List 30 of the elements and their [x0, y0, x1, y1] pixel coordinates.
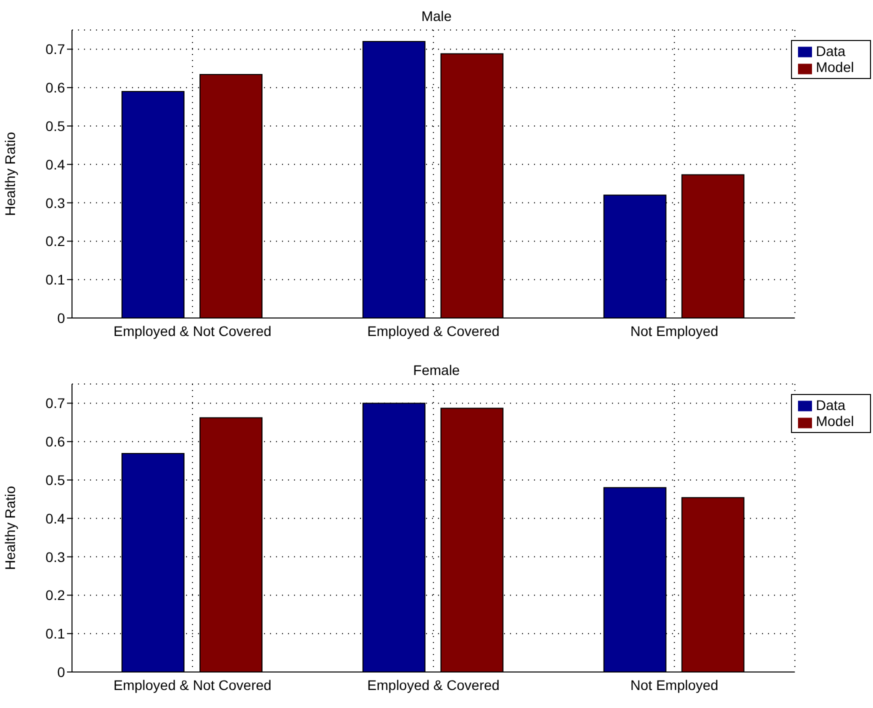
legend-label: Data: [816, 43, 846, 59]
y-axis-title: Healthy Ratio: [2, 132, 18, 216]
x-tick-label: Employed & Not Covered: [113, 322, 272, 339]
legend-label: Model: [816, 413, 854, 430]
x-tick-label: Employed & Covered: [367, 322, 500, 339]
y-tick-label: 0.1: [46, 272, 66, 288]
chart-title: Female: [412, 362, 461, 378]
y-tick-label: 0.5: [46, 472, 66, 488]
x-tick-label: Not Employed: [630, 322, 718, 339]
y-tick-label: 0.5: [46, 118, 66, 134]
y-tick-label: 0: [57, 664, 66, 680]
x-tick-label: Not Employed: [630, 676, 718, 693]
y-tick-label: 0.4: [46, 156, 66, 172]
x-tick-label: Employed & Covered: [367, 676, 500, 693]
y-tick-label: 0.7: [46, 395, 66, 412]
legend-label: Data: [816, 397, 846, 413]
x-tick-label: Employed & Not Covered: [113, 676, 272, 693]
y-tick-label: 0.6: [46, 434, 66, 450]
y-tick-label: 0.3: [46, 548, 66, 565]
y-tick-label: 0.2: [46, 233, 66, 250]
y-tick-label: 0.7: [46, 41, 66, 58]
y-tick-label: 0.4: [46, 510, 66, 526]
chart-title: Male: [420, 8, 453, 24]
y-tick-label: 0.1: [46, 626, 66, 642]
legend-label: Model: [816, 59, 854, 76]
y-tick-label: 0.6: [46, 80, 66, 96]
y-axis-title: Healthy Ratio: [2, 486, 18, 570]
y-tick-label: 0: [57, 310, 66, 326]
y-tick-label: 0.3: [46, 194, 66, 211]
y-tick-label: 0.2: [46, 587, 66, 604]
